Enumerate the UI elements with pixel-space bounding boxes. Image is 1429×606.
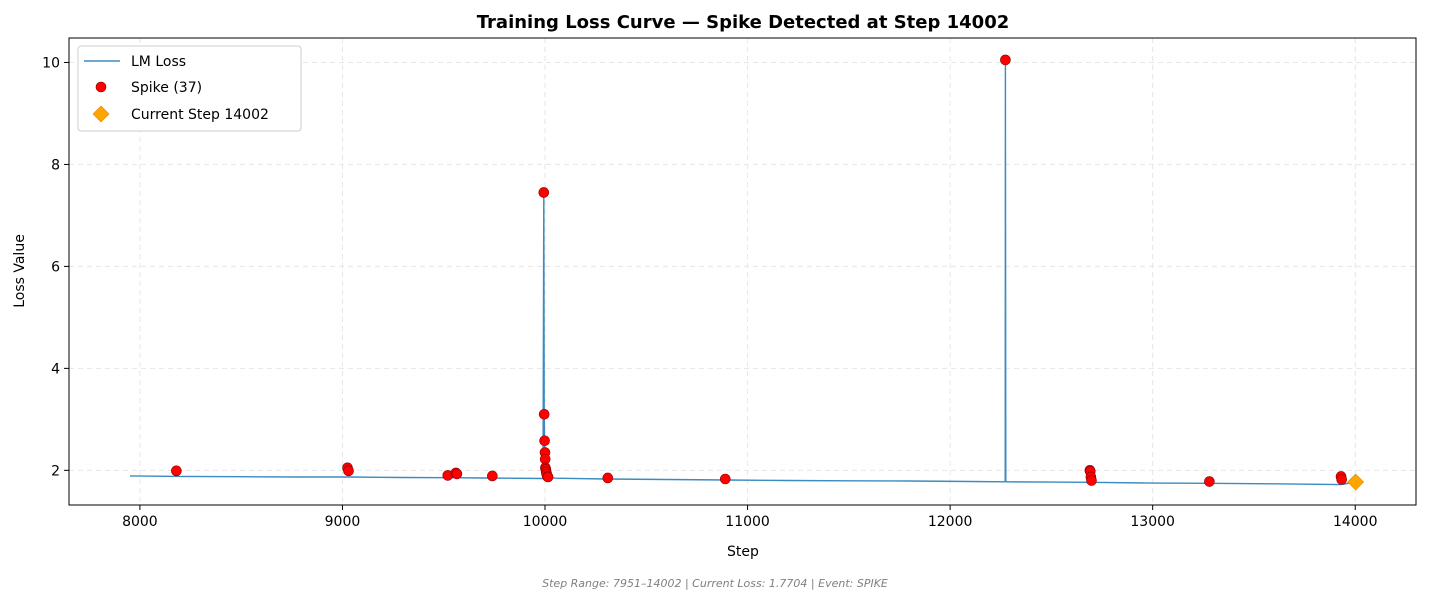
current-step-marker	[1347, 473, 1365, 491]
chart-title: Training Loss Curve — Spike Detected at …	[477, 12, 1010, 33]
lm-loss-line	[129, 59, 1356, 486]
series-layer	[129, 54, 1365, 491]
spike-point	[1086, 475, 1097, 486]
y-tick-label: 6	[51, 259, 60, 275]
legend-current-swatch	[92, 105, 110, 123]
spike-point	[538, 187, 550, 198]
y-tick-label: 4	[51, 361, 60, 377]
x-tick-label: 11000	[725, 514, 770, 530]
x-tick-label: 12000	[928, 514, 973, 530]
legend-box	[77, 45, 302, 132]
legend-label-lm-loss: LM Loss	[131, 54, 186, 70]
plot-frame	[68, 37, 1417, 506]
legend: LM Loss Spike (37) Current Step 14002	[77, 45, 302, 132]
y-tick-label: 8	[51, 157, 60, 173]
x-tick-label: 10000	[523, 514, 568, 530]
x-tick-label: 14000	[1333, 514, 1378, 530]
y-tick-label: 2	[51, 463, 60, 479]
x-tick-label: 8000	[122, 514, 158, 530]
spike-point	[1336, 474, 1347, 485]
legend-label-current: Current Step 14002	[131, 107, 269, 123]
x-axis-label: Step	[727, 544, 759, 560]
spike-point	[343, 465, 354, 477]
spike-point	[602, 472, 614, 484]
legend-label-spike: Spike (37)	[131, 80, 202, 96]
spike-point	[451, 468, 463, 480]
spike-point	[542, 471, 554, 483]
x-tick-label: 9000	[325, 514, 361, 530]
axes: 8000 9000 10000 11000 12000 13000 14000 2 4 6 8 10	[42, 55, 1377, 530]
spike-point	[171, 465, 182, 477]
chart-footer: Step Range: 7951–14002 | Current Loss: 1…	[542, 577, 888, 590]
x-tick-label: 13000	[1130, 514, 1175, 530]
y-tick-label: 10	[42, 55, 60, 71]
spike-point	[538, 408, 550, 420]
spike-point	[1204, 476, 1215, 487]
y-axis-label: Loss Value	[12, 234, 28, 308]
spike-point	[539, 435, 550, 447]
spike-point	[1000, 54, 1011, 66]
legend-spike-swatch	[95, 81, 107, 93]
spike-point	[487, 470, 498, 482]
spike-point	[719, 473, 731, 485]
